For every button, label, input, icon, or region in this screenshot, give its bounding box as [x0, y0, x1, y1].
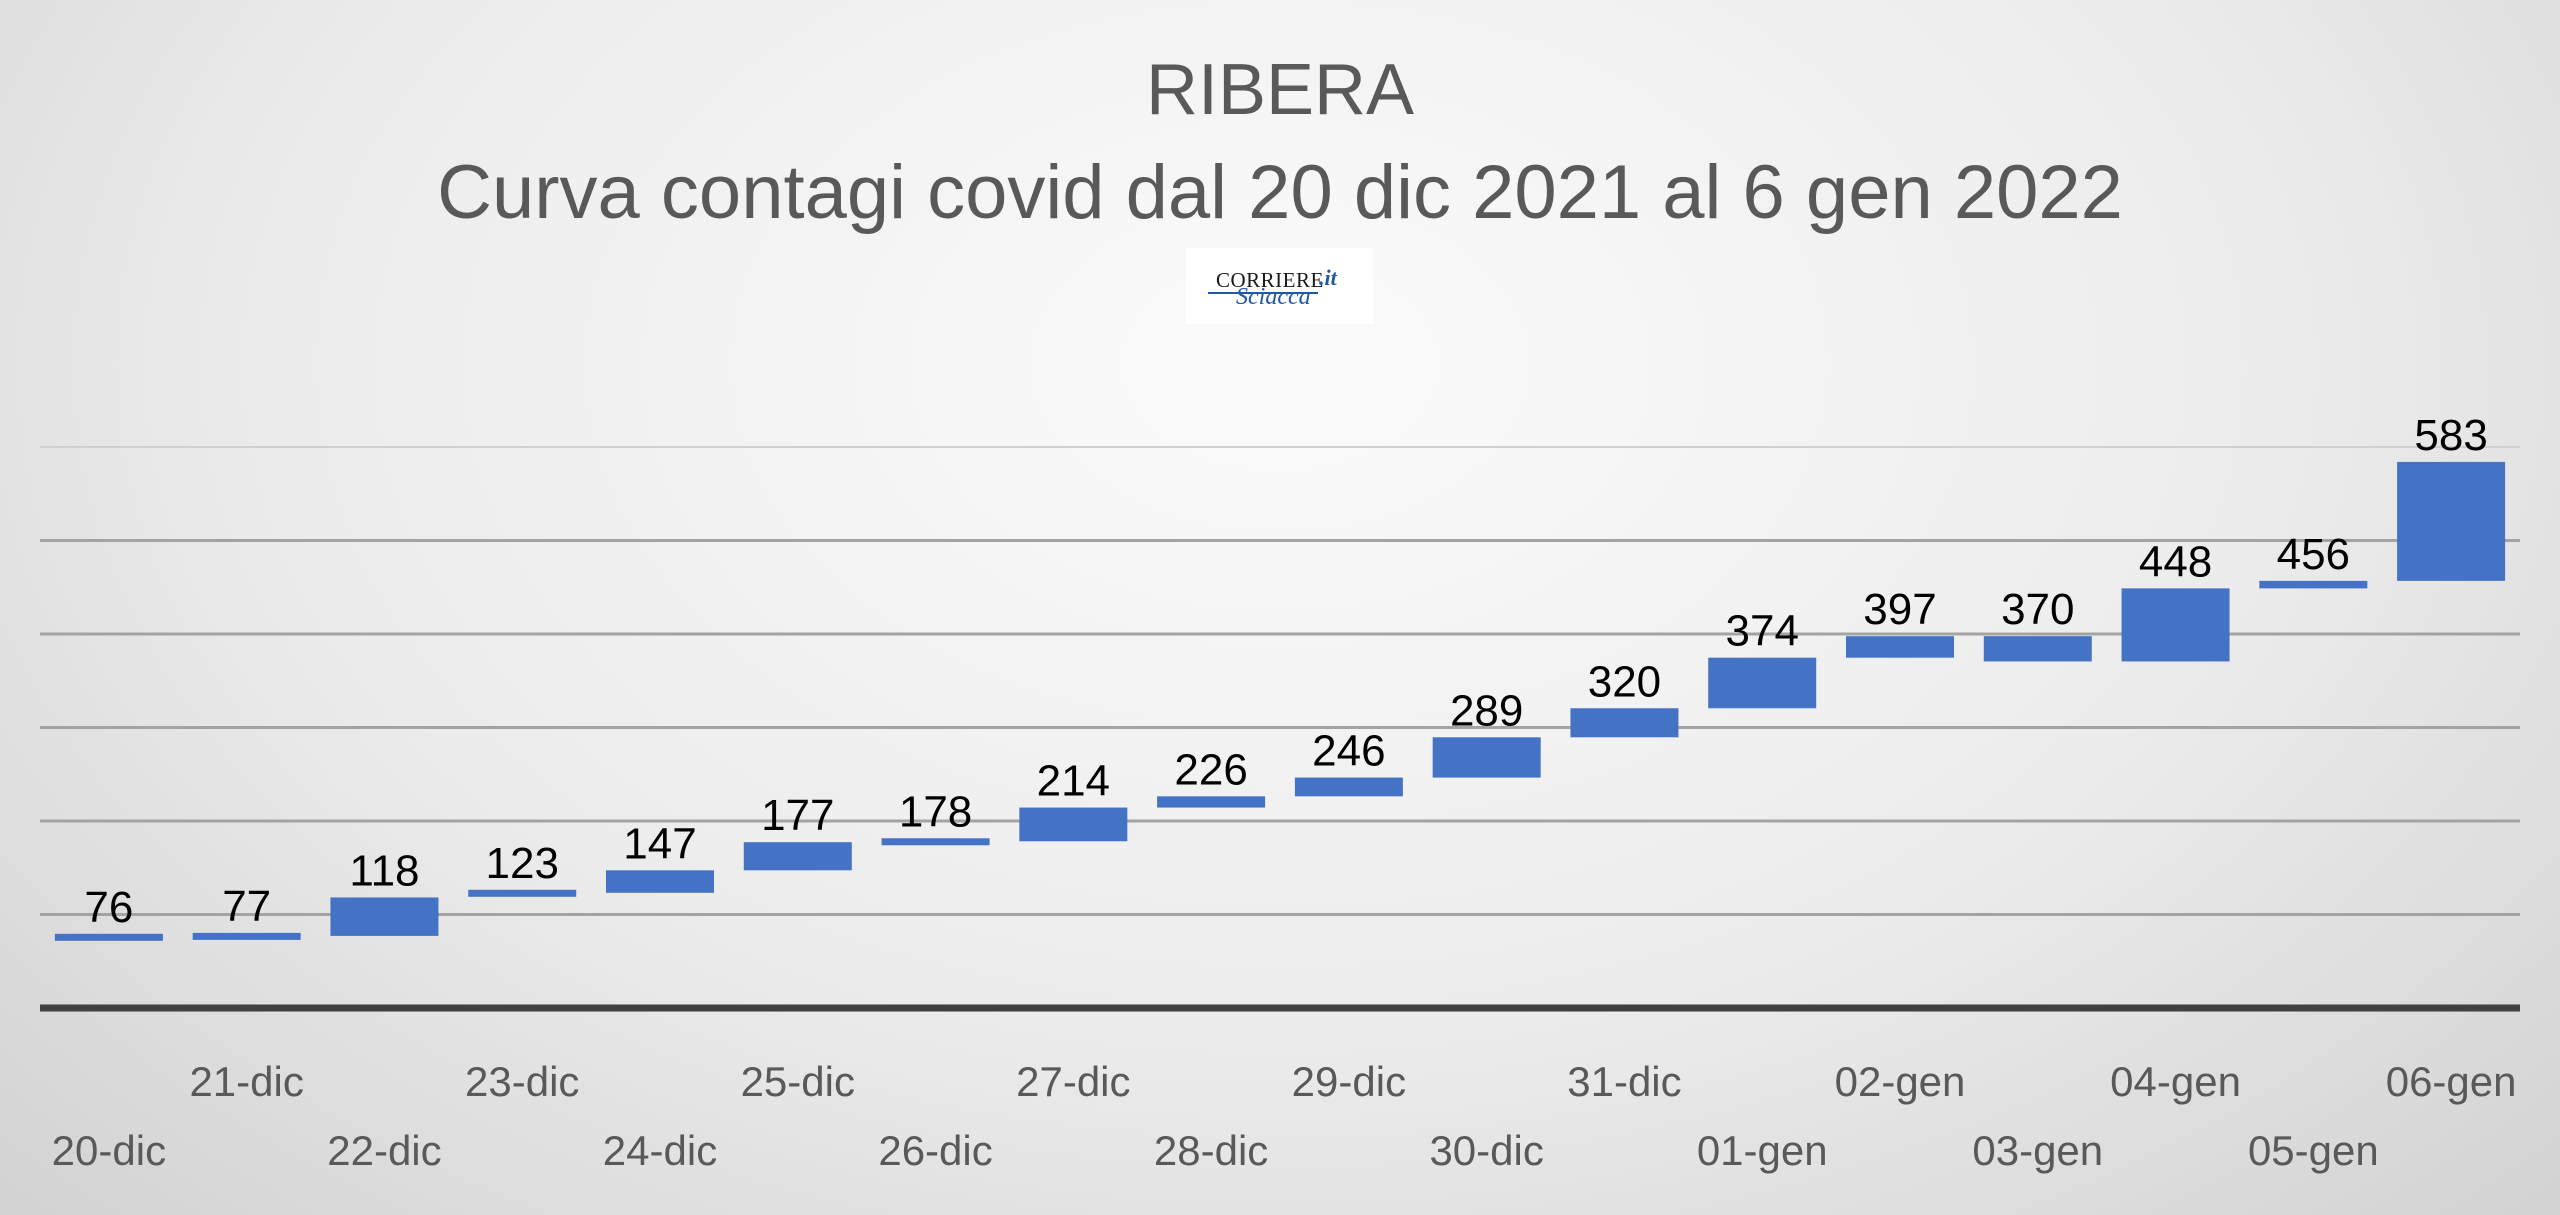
category-label-29-dic: 29-dic: [1292, 1058, 1406, 1105]
bar-22-dic: [330, 897, 439, 936]
category-label-24-dic: 24-dic: [603, 1127, 717, 1174]
bar-02-gen: [1846, 636, 1954, 658]
category-label-03-gen: 03-gen: [1972, 1127, 2103, 1174]
bar-05-gen: [2259, 580, 2368, 589]
value-labels: 76 77 118 123 147 177 178 214 226 246 289 320 374 397…: [84, 411, 2487, 932]
category-label-04-gen: 04-gen: [2110, 1058, 2241, 1105]
bar-23-dic: [468, 889, 577, 897]
bar-25-dic: [743, 842, 852, 871]
logo-text-bottom: Sciacca: [1236, 284, 1311, 310]
value-label-26-dic: 178: [899, 787, 972, 836]
value-label-28-dic: 226: [1174, 745, 1247, 794]
bar-20-dic: [54, 933, 163, 941]
value-label-22-dic: 118: [349, 846, 419, 895]
value-label-29-dic: 246: [1312, 727, 1385, 776]
category-label-01-gen: 01-gen: [1697, 1127, 1828, 1174]
value-label-21-dic: 77: [222, 882, 271, 931]
category-label-05-gen: 05-gen: [2248, 1127, 2379, 1174]
logo-text-top: CORRIERE: [1216, 268, 1324, 292]
value-label-01-gen: 374: [1726, 607, 1799, 656]
value-label-02-gen: 397: [1863, 585, 1936, 634]
category-label-25-dic: 25-dic: [741, 1058, 855, 1105]
value-label-04-gen: 448: [2139, 537, 2212, 586]
value-label-25-dic: 177: [761, 791, 834, 840]
bar-01-gen: [1708, 657, 1817, 709]
category-label-31-dic: 31-dic: [1567, 1058, 1681, 1105]
value-label-05-gen: 456: [2277, 530, 2350, 579]
category-label-06-gen: 06-gen: [2386, 1058, 2517, 1105]
category-label-02-gen: 02-gen: [1835, 1058, 1966, 1105]
bar-27-dic: [1019, 807, 1128, 842]
value-label-31-dic: 320: [1588, 657, 1661, 706]
bar-30-dic: [1432, 737, 1541, 778]
bar-29-dic: [1294, 777, 1403, 797]
value-label-06-gen: 583: [2414, 411, 2487, 460]
category-label-20-dic: 20-dic: [52, 1127, 166, 1174]
category-label-26-dic: 26-dic: [878, 1127, 992, 1174]
bars: [54, 461, 2506, 941]
bar-06-gen: [2397, 461, 2506, 581]
category-label-27-dic: 27-dic: [1016, 1058, 1130, 1105]
gridlines: [40, 446, 2520, 916]
value-label-27-dic: 214: [1037, 757, 1110, 806]
bar-31-dic: [1570, 708, 1679, 738]
bar-04-gen: [2121, 588, 2230, 662]
chart-title: RIBERA: [1145, 50, 1415, 130]
bar-26-dic: [881, 838, 990, 846]
value-label-30-dic: 289: [1450, 686, 1523, 735]
category-label-23-dic: 23-dic: [465, 1058, 579, 1105]
bar-03-gen: [1983, 636, 2092, 662]
value-label-23-dic: 123: [486, 839, 559, 888]
bar-24-dic: [606, 870, 714, 893]
bar-28-dic: [1157, 796, 1266, 808]
value-label-20-dic: 76: [84, 883, 133, 932]
chart-subtitle: Curva contagi covid dal 20 dic 2021 al 6…: [437, 150, 2123, 235]
value-label-24-dic: 147: [623, 819, 696, 868]
category-label-28-dic: 28-dic: [1154, 1127, 1268, 1174]
bar-21-dic: [192, 932, 301, 940]
category-label-22-dic: 22-dic: [327, 1127, 441, 1174]
corriere-di-sciacca-logo: CORRIERE .it Sciacca: [1186, 248, 1373, 324]
value-label-03-gen: 370: [2001, 585, 2074, 634]
category-labels: 20-dic 21-dic 22-dic 23-dic 24-dic 25-dic 26-d…: [52, 1058, 2517, 1174]
logo-text-suffix: .it: [1319, 265, 1337, 290]
logo-underline: [1208, 292, 1318, 294]
category-label-21-dic: 21-dic: [189, 1058, 303, 1105]
category-label-30-dic: 30-dic: [1429, 1127, 1543, 1174]
